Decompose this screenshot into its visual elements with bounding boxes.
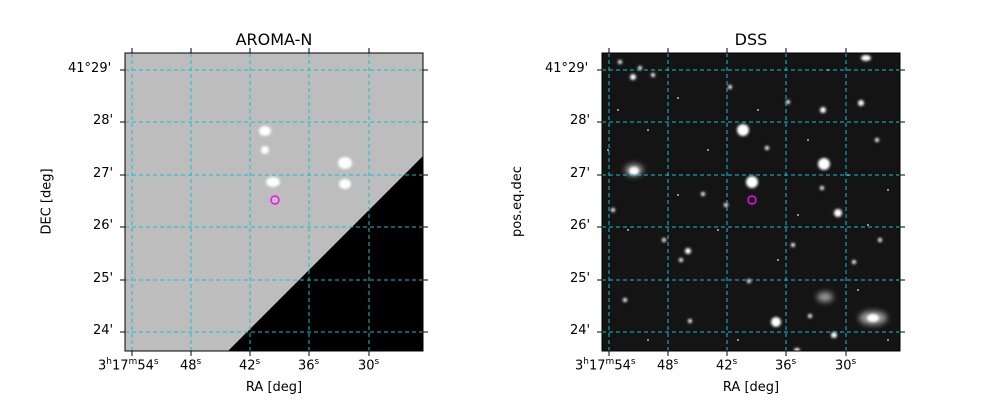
x-tick-label: 36s bbox=[298, 357, 320, 374]
y-tick-label: 28' bbox=[93, 113, 114, 128]
x-tick-label: 42s bbox=[239, 357, 261, 374]
dss-image bbox=[597, 48, 905, 356]
target-marker bbox=[747, 195, 757, 205]
dss-panel: DSS bbox=[478, 0, 938, 400]
y-tick-label: 41°29' bbox=[545, 61, 589, 76]
y-tick-label: 41°29' bbox=[68, 61, 112, 76]
x-tick-label-first: 3h17m54s bbox=[575, 357, 636, 374]
y-tick-label: 25' bbox=[93, 271, 114, 286]
ticks bbox=[120, 48, 428, 356]
aroma-n-image bbox=[120, 48, 428, 356]
ticks bbox=[597, 48, 905, 356]
y-axis-label: DEC [deg] bbox=[39, 168, 55, 235]
plot-frame bbox=[124, 52, 424, 352]
panel-title: DSS bbox=[734, 30, 768, 49]
sky-background bbox=[602, 53, 900, 351]
sources bbox=[259, 126, 352, 189]
coordinate-grid bbox=[125, 53, 423, 351]
x-tick-label: 48s bbox=[657, 357, 679, 374]
y-tick-label: 26' bbox=[93, 218, 114, 233]
y-tick-label: 28' bbox=[570, 113, 591, 128]
x-tick-label-first: 3h17m54s bbox=[98, 357, 159, 374]
y-tick-label: 26' bbox=[570, 218, 591, 233]
x-axis-label: RA [deg] bbox=[722, 380, 780, 395]
no-coverage-region bbox=[228, 156, 423, 351]
y-tick-label: 27' bbox=[570, 166, 591, 181]
panel-title: AROMA-N bbox=[235, 30, 313, 49]
stars bbox=[611, 55, 882, 352]
x-tick-label: 30s bbox=[835, 357, 857, 374]
target-marker bbox=[270, 195, 280, 205]
x-tick-label: 48s bbox=[180, 357, 202, 374]
x-tick-label: 30s bbox=[358, 357, 380, 374]
y-tick-label: 24' bbox=[570, 323, 591, 338]
plot-frame bbox=[601, 52, 901, 352]
x-tick-label: 36s bbox=[775, 357, 797, 374]
y-tick-label: 24' bbox=[93, 323, 114, 338]
y-tick-label: 25' bbox=[570, 271, 591, 286]
coordinate-grid bbox=[602, 53, 900, 351]
x-tick-label: 42s bbox=[716, 357, 738, 374]
y-tick-label: 27' bbox=[93, 166, 114, 181]
x-axis-label: RA [deg] bbox=[245, 380, 303, 395]
y-axis-label: pos.eq.dec bbox=[509, 166, 525, 237]
aroma-n-panel: AROMA-N bbox=[0, 0, 460, 400]
